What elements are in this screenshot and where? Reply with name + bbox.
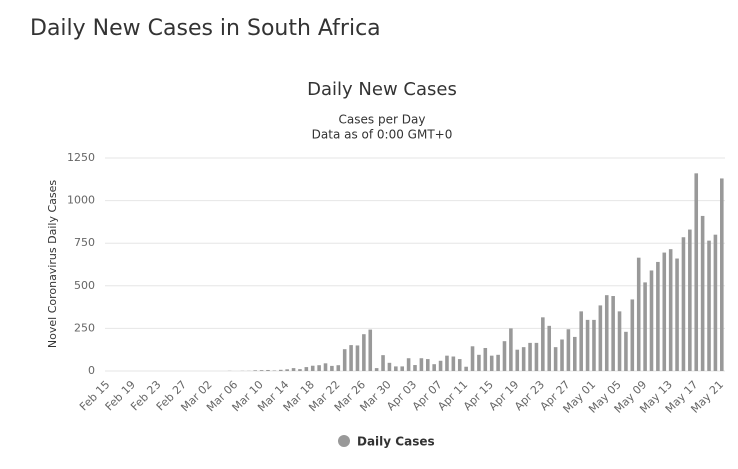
bar [406,358,411,371]
bar [592,319,596,371]
bar [636,257,641,371]
bar [432,364,436,371]
bar [451,356,456,371]
bar [336,365,341,371]
bar [560,339,564,371]
bar [259,370,264,371]
y-axis-label: Novel Coronavirus Daily Cases [46,180,59,348]
chart-subtitle: Cases per Day [339,113,426,127]
bar [445,355,449,371]
bar [675,258,679,371]
page-title: Daily New Cases in South Africa [30,16,381,41]
bar [400,366,405,371]
bar [573,336,577,371]
y-tick-label: 250 [74,321,95,334]
bar [649,270,654,371]
bar [668,249,673,371]
bar [266,369,270,371]
chart-title: Daily New Cases [307,79,457,100]
bar [528,342,532,371]
bar [585,319,590,371]
bar [694,173,699,371]
bar [464,366,468,371]
bar [253,370,257,371]
bar [617,311,622,371]
bar [278,369,283,371]
bar [304,367,309,371]
bar [457,359,462,371]
bar [323,363,328,371]
bar [477,354,481,371]
bar [521,347,526,371]
bar [598,305,603,371]
bar [425,359,430,371]
bar [688,229,692,371]
bar [700,215,705,371]
bar [547,325,552,371]
y-tick-label: 1250 [67,151,95,164]
bar [502,341,507,371]
y-tick-label: 750 [74,236,95,249]
bar [387,362,392,371]
bar [355,345,360,371]
bar [285,369,289,371]
bar [656,261,660,371]
bar [604,295,609,371]
bar [470,346,475,371]
bar [349,345,353,371]
bar [362,334,366,371]
bar [317,365,321,371]
bar [553,347,558,371]
bar [419,358,424,371]
bar [413,365,417,371]
bar [534,342,539,371]
bar [611,296,615,371]
bar [566,329,571,371]
y-tick-label: 1000 [67,194,95,207]
bar [643,282,647,371]
bar [394,366,398,371]
bar [707,240,711,371]
bar [381,355,385,371]
bar [662,252,667,371]
y-tick-label: 500 [74,279,95,292]
bar [291,368,296,371]
bar [310,365,315,371]
bar [541,317,545,371]
bar [374,368,379,371]
bar [579,311,583,371]
bar [330,365,334,371]
bar [342,349,347,371]
bar [489,355,494,371]
bar [681,237,686,371]
bar [509,328,513,371]
bar [483,347,488,371]
bar [720,178,724,371]
bar [713,234,718,371]
y-tick-label: 0 [88,364,95,377]
bar [624,331,628,371]
bar [438,360,443,371]
bar [515,349,520,371]
bar [496,354,500,371]
chart-subtitle: Data as of 0:00 GMT+0 [312,128,453,142]
legend-marker [338,435,350,447]
bar [298,369,302,371]
legend-label: Daily Cases [357,435,435,449]
bar [272,370,277,371]
bar [368,329,373,371]
bar [630,299,635,371]
